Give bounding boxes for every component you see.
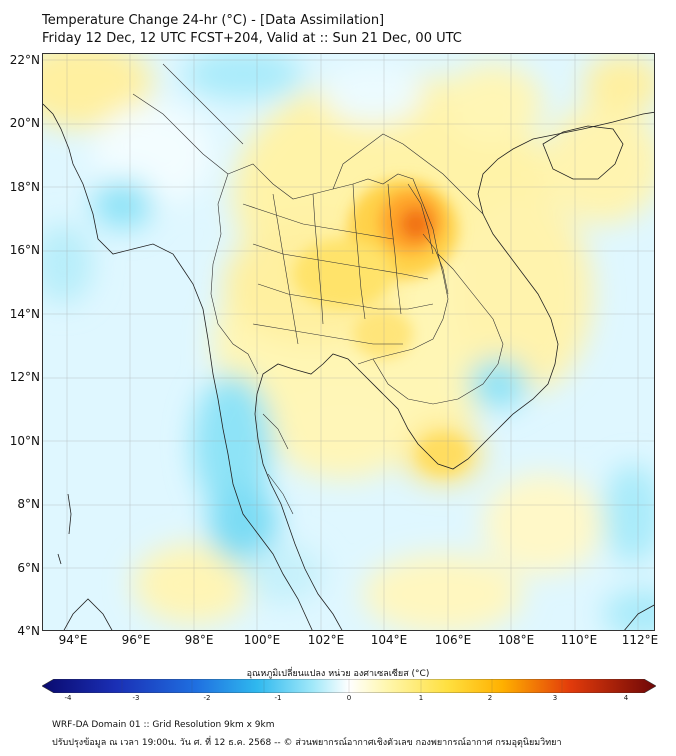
footer-line-1: WRF-DA Domain 01 :: Grid Resolution 9km … <box>52 720 275 730</box>
cb-label-2: 2 <box>487 694 493 702</box>
lon-label-110: 110°E <box>560 633 598 647</box>
lat-label-16: 16°N <box>9 243 40 257</box>
cb-label-3: 3 <box>552 694 558 702</box>
lat-label-4: 4°N <box>17 624 40 638</box>
temperature-field <box>43 54 654 630</box>
lon-label-94: 94°E <box>58 633 88 647</box>
map-title: Temperature Change 24-hr (°C) - [Data As… <box>42 12 462 48</box>
cb-label-neg2: -2 <box>203 694 211 702</box>
lon-label-108: 108°E <box>497 633 535 647</box>
lat-label-18: 18°N <box>9 180 40 194</box>
lat-label-14: 14°N <box>9 307 40 321</box>
lon-label-104: 104°E <box>370 633 408 647</box>
cb-label-neg3: -3 <box>132 694 140 702</box>
lat-label-6: 6°N <box>17 561 40 575</box>
coastlines <box>43 103 654 630</box>
lon-label-96: 96°E <box>121 633 151 647</box>
map-panel <box>42 53 655 631</box>
title-line-2: Friday 12 Dec, 12 UTC FCST+204, Valid at… <box>42 31 462 46</box>
lon-label-100: 100°E <box>243 633 281 647</box>
borders <box>132 63 504 515</box>
lat-label-12: 12°N <box>9 370 40 384</box>
lat-label-10: 10°N <box>9 434 40 448</box>
title-line-1: Temperature Change 24-hr (°C) - [Data As… <box>42 13 385 28</box>
cb-label-4: 4 <box>623 694 629 702</box>
lon-label-112: 112°E <box>621 633 659 647</box>
colorbar <box>42 679 656 693</box>
lat-label-20: 20°N <box>9 116 40 130</box>
cb-label-neg4: -4 <box>64 694 72 702</box>
lon-label-98: 98°E <box>184 633 214 647</box>
cb-label-neg1: -1 <box>274 694 282 702</box>
cb-label-1: 1 <box>418 694 424 702</box>
lon-label-106: 106°E <box>434 633 472 647</box>
footer-line-2: ปรับปรุงข้อมูล ณ เวลา 19:00น. วัน ศ. ที่… <box>52 738 562 748</box>
cb-label-0: 0 <box>346 694 352 702</box>
lat-label-8: 8°N <box>17 497 40 511</box>
legend-title: อุณหภูมิเปลี่ยนแปลง หน่วย องศาเซลเซียส (… <box>246 669 430 679</box>
lon-label-102: 102°E <box>307 633 345 647</box>
lat-label-22: 22°N <box>9 53 40 67</box>
map-svg <box>43 54 654 630</box>
